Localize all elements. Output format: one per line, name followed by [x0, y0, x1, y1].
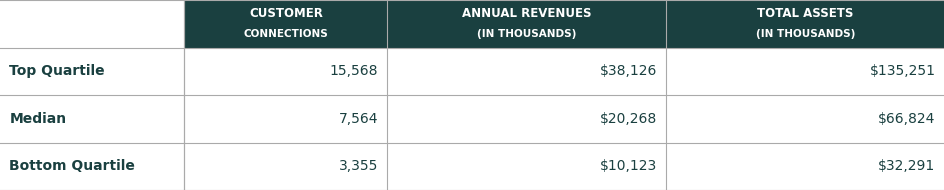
- Text: Median: Median: [9, 112, 66, 126]
- Bar: [0, 142, 944, 190]
- Text: ANNUAL REVENUES: ANNUAL REVENUES: [462, 7, 591, 20]
- Text: CONNECTIONS: CONNECTIONS: [244, 29, 328, 39]
- Text: (IN THOUSANDS): (IN THOUSANDS): [755, 29, 854, 39]
- Text: (IN THOUSANDS): (IN THOUSANDS): [477, 29, 576, 39]
- Text: $135,251: $135,251: [868, 64, 935, 78]
- Text: $10,123: $10,123: [598, 159, 656, 173]
- Bar: [184, 0, 387, 48]
- Text: $66,824: $66,824: [877, 112, 935, 126]
- Text: 15,568: 15,568: [329, 64, 378, 78]
- Text: 7,564: 7,564: [338, 112, 378, 126]
- Bar: [0, 48, 944, 95]
- Text: $32,291: $32,291: [877, 159, 935, 173]
- Bar: [0, 95, 944, 142]
- Text: CUSTOMER: CUSTOMER: [248, 7, 323, 20]
- Text: $20,268: $20,268: [598, 112, 656, 126]
- Text: 3,355: 3,355: [338, 159, 378, 173]
- Text: Bottom Quartile: Bottom Quartile: [9, 159, 135, 173]
- Text: $38,126: $38,126: [598, 64, 656, 78]
- Text: TOTAL ASSETS: TOTAL ASSETS: [757, 7, 852, 20]
- Bar: [666, 0, 944, 48]
- Bar: [387, 0, 666, 48]
- Text: Top Quartile: Top Quartile: [9, 64, 105, 78]
